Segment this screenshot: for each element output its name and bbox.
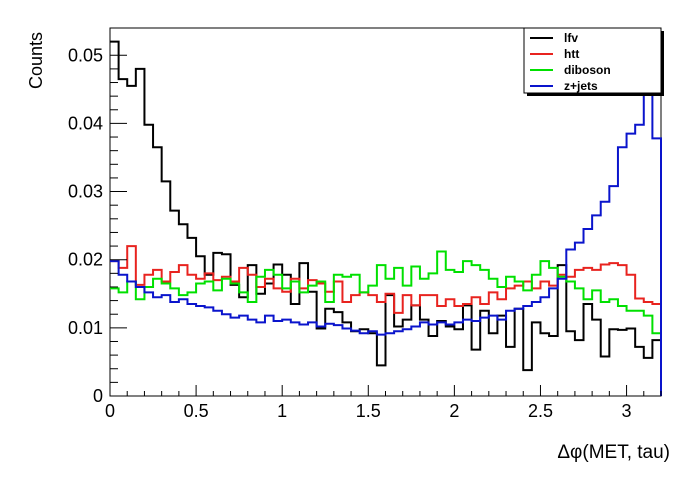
y-tick-label: 0.05 bbox=[68, 45, 103, 65]
y-tick-label: 0.02 bbox=[68, 250, 103, 270]
x-axis-label: Δφ(MET, tau) bbox=[557, 442, 670, 463]
series-line-z-jets bbox=[110, 86, 662, 396]
legend-label-z-jets: z+jets bbox=[564, 79, 598, 93]
legend-label-htt: htt bbox=[564, 47, 579, 61]
series-line-htt bbox=[110, 245, 662, 396]
x-tick-label: 1 bbox=[277, 401, 287, 421]
x-tick-label: 2.5 bbox=[528, 401, 553, 421]
x-tick-label: 1.5 bbox=[356, 401, 381, 421]
legend-label-lfv: lfv bbox=[564, 31, 578, 45]
series-line-diboson bbox=[110, 250, 662, 396]
x-tick-label: 0 bbox=[105, 401, 115, 421]
x-tick-label: 2 bbox=[449, 401, 459, 421]
series-layer bbox=[110, 40, 662, 396]
legend-label-diboson: diboson bbox=[564, 63, 611, 77]
y-tick-label: 0.01 bbox=[68, 318, 103, 338]
x-tick-label: 3 bbox=[622, 401, 632, 421]
y-tick-label: 0.04 bbox=[68, 113, 103, 133]
y-tick-label: 0 bbox=[93, 386, 103, 406]
y-tick-label: 0.03 bbox=[68, 182, 103, 202]
x-tick-label: 0.5 bbox=[184, 401, 209, 421]
y-axis-label: Counts bbox=[26, 32, 46, 89]
axes-layer: 0 0.5 1 1.5 2 2.5 3 0 0.01 0.02 0.03 0.04 0.05 bbox=[68, 27, 662, 421]
legend: lfv htt diboson z+jets bbox=[523, 27, 664, 96]
